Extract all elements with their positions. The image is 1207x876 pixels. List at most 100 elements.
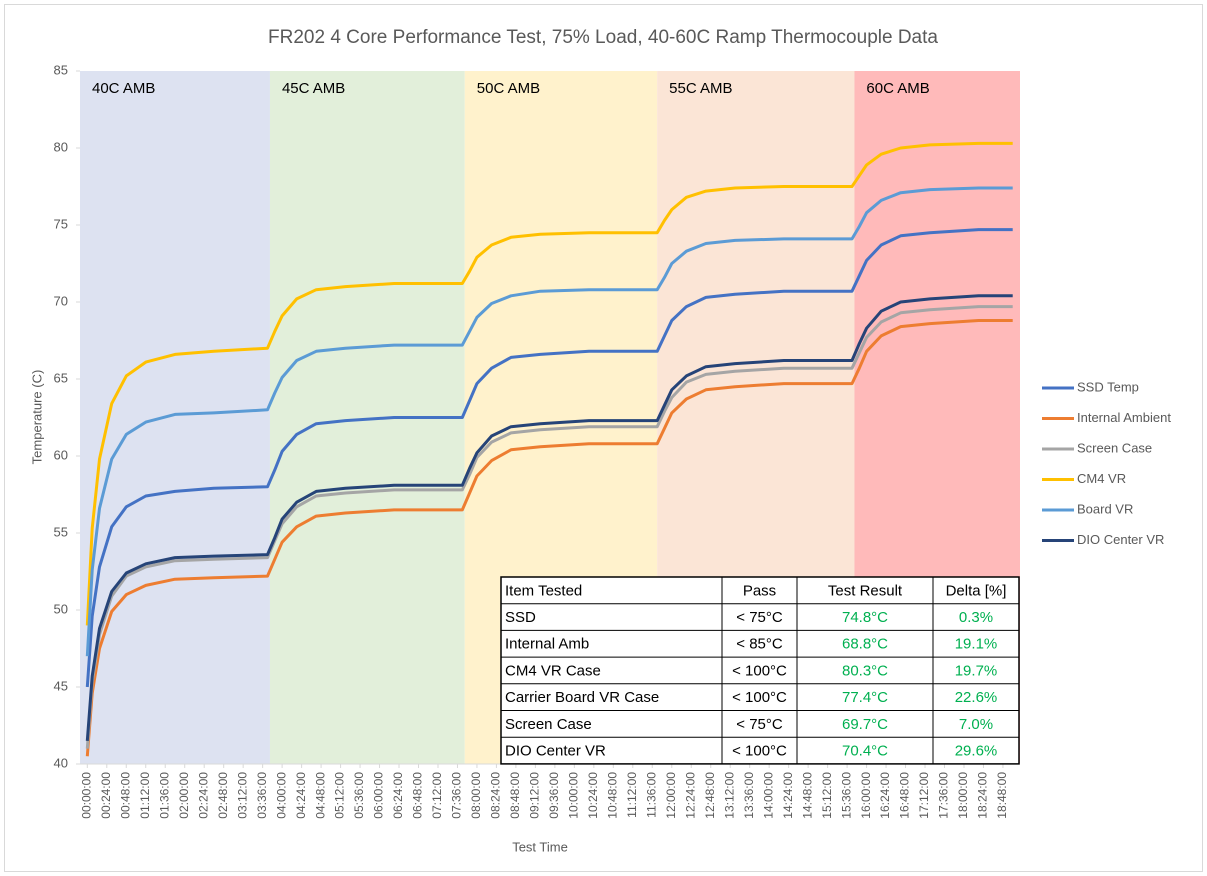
table-cell: Delta [%] [946, 582, 1007, 599]
band-label: 45C AMB [282, 80, 345, 97]
legend-label: Screen Case [1077, 440, 1152, 455]
y-tick-label: 45 [54, 678, 68, 693]
x-tick-label: 06:24:00 [391, 772, 405, 819]
chart-title: FR202 4 Core Performance Test, 75% Load,… [268, 27, 938, 48]
table-cell: < 85°C [736, 636, 783, 653]
series-line [85, 186, 1013, 657]
x-tick-label: 14:24:00 [781, 772, 795, 819]
table-cell: DIO Center VR [505, 743, 606, 760]
table-cell: 70.4°C [842, 743, 888, 760]
table-cell: 69.7°C [842, 716, 888, 733]
table-cell: 22.6% [955, 689, 998, 706]
y-tick-label: 75 [54, 216, 68, 231]
band-label: 60C AMB [866, 80, 929, 97]
series-line [85, 319, 1013, 757]
x-tick-label: 15:12:00 [820, 772, 834, 819]
legend-label: CM4 VR [1077, 471, 1126, 486]
x-tick-label: 03:36:00 [255, 772, 269, 819]
y-tick-label: 65 [54, 370, 68, 385]
x-tick-label: 12:48:00 [703, 772, 717, 819]
x-tick-label: 17:12:00 [917, 772, 931, 819]
y-tick-label: 85 [54, 62, 68, 77]
x-tick-label: 10:48:00 [605, 772, 619, 819]
x-tick-label: 02:24:00 [196, 772, 210, 819]
x-tick-label: 06:00:00 [372, 772, 386, 819]
x-tick-label: 08:48:00 [508, 772, 522, 819]
x-tick-label: 16:00:00 [859, 772, 873, 819]
x-tick-label: 04:24:00 [294, 772, 308, 819]
x-tick-label: 18:00:00 [956, 772, 970, 819]
x-tick-label: 14:00:00 [761, 772, 775, 819]
x-tick-label: 06:48:00 [411, 772, 425, 819]
x-tick-label: 12:00:00 [664, 772, 678, 819]
table-cell: < 75°C [736, 716, 783, 733]
x-tick-label: 14:48:00 [800, 772, 814, 819]
x-tick-label: 02:48:00 [216, 772, 230, 819]
x-tick-label: 12:24:00 [683, 772, 697, 819]
x-tick-label: 16:48:00 [898, 772, 912, 819]
table-cell: Screen Case [505, 716, 592, 733]
x-tick-label: 01:36:00 [157, 772, 171, 819]
x-tick-label: 13:12:00 [722, 772, 736, 819]
x-tick-label: 15:36:00 [839, 772, 853, 819]
table-cell: SSD [505, 609, 536, 626]
x-tick-label: 04:48:00 [313, 772, 327, 819]
x-tick-label: 10:24:00 [586, 772, 600, 819]
y-tick-label: 80 [54, 139, 68, 154]
legend-label: Internal Ambient [1077, 410, 1171, 425]
table-cell: Test Result [828, 582, 903, 599]
band-label: 50C AMB [477, 80, 540, 97]
table-cell: Carrier Board VR Case [505, 689, 659, 706]
table-cell: < 100°C [732, 662, 787, 679]
x-tick-label: 18:24:00 [976, 772, 990, 819]
x-tick-label: 17:36:00 [937, 772, 951, 819]
y-tick-label: 40 [54, 755, 68, 770]
series-line [85, 294, 1013, 742]
x-tick-label: 07:36:00 [450, 772, 464, 819]
series-line [85, 305, 1013, 749]
y-tick-label: 60 [54, 447, 68, 462]
x-tick-label: 08:00:00 [469, 772, 483, 819]
table-cell: 19.1% [955, 636, 998, 653]
x-tick-label: 02:00:00 [177, 772, 191, 819]
x-tick-label: 13:36:00 [742, 772, 756, 819]
x-tick-label: 11:12:00 [625, 772, 639, 818]
table-cell: Internal Amb [505, 636, 589, 653]
x-tick-label: 09:12:00 [528, 772, 542, 819]
x-tick-label: 16:24:00 [878, 772, 892, 819]
table-cell: 68.8°C [842, 636, 888, 653]
ambient-band [80, 71, 270, 764]
table-cell: CM4 VR Case [505, 662, 601, 679]
table-cell: Item Tested [505, 582, 582, 599]
band-label: 55C AMB [669, 80, 732, 97]
x-tick-label: 00:00:00 [79, 772, 93, 819]
x-tick-label: 09:36:00 [547, 772, 561, 819]
x-tick-label: 08:24:00 [489, 772, 503, 819]
x-tick-label: 11:36:00 [644, 772, 658, 818]
series-line [85, 141, 1013, 626]
legend-label: DIO Center VR [1077, 532, 1164, 547]
series-line [85, 228, 1013, 688]
x-tick-label: 04:00:00 [274, 772, 288, 819]
y-tick-label: 50 [54, 601, 68, 616]
table-cell: 80.3°C [842, 662, 888, 679]
x-tick-label: 10:00:00 [567, 772, 581, 819]
table-cell: < 100°C [732, 743, 787, 760]
table-cell: < 100°C [732, 689, 787, 706]
x-tick-label: 03:12:00 [235, 772, 249, 819]
x-tick-label: 00:48:00 [118, 772, 132, 819]
y-tick-label: 70 [54, 293, 68, 308]
legend-label: Board VR [1077, 501, 1133, 516]
band-label: 40C AMB [92, 80, 155, 97]
x-tick-label: 07:12:00 [430, 772, 444, 819]
y-axis-title: Temperature (C) [29, 370, 44, 465]
x-axis-title: Test Time [512, 839, 568, 854]
x-tick-label: 00:24:00 [99, 772, 113, 819]
x-tick-label: 18:48:00 [995, 772, 1009, 819]
legend-label: SSD Temp [1077, 379, 1139, 394]
table-cell: 0.3% [959, 609, 993, 626]
table-cell: 77.4°C [842, 689, 888, 706]
table-cell: Pass [743, 582, 776, 599]
